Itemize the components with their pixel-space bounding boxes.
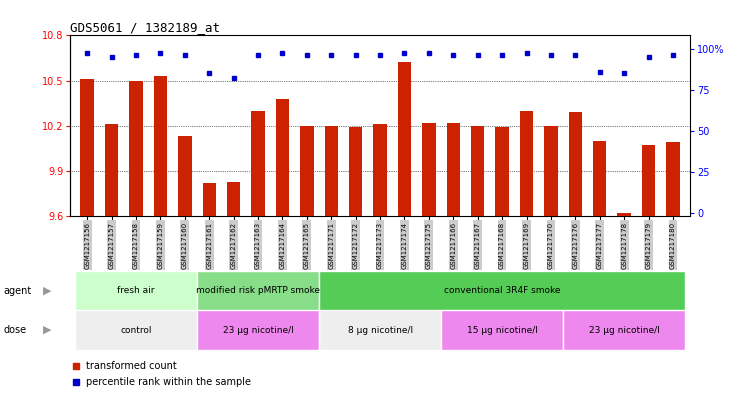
Bar <box>666 142 680 216</box>
Bar <box>197 310 319 350</box>
Text: control: control <box>120 326 152 334</box>
Bar <box>178 136 192 216</box>
Text: transformed count: transformed count <box>86 361 176 371</box>
Bar <box>300 126 314 216</box>
Text: 8 μg nicotine/l: 8 μg nicotine/l <box>348 326 413 334</box>
Bar <box>227 182 241 216</box>
Text: ▶: ▶ <box>43 286 52 296</box>
Text: agent: agent <box>4 286 32 296</box>
Text: percentile rank within the sample: percentile rank within the sample <box>86 377 251 387</box>
Bar <box>197 271 319 310</box>
Text: 15 μg nicotine/l: 15 μg nicotine/l <box>466 326 537 334</box>
Text: fresh air: fresh air <box>117 286 155 295</box>
Text: conventional 3R4F smoke: conventional 3R4F smoke <box>444 286 560 295</box>
Bar <box>129 81 142 216</box>
Bar <box>349 127 362 216</box>
Bar <box>446 123 460 216</box>
Text: 23 μg nicotine/l: 23 μg nicotine/l <box>223 326 294 334</box>
Bar <box>319 271 685 310</box>
Bar <box>544 126 558 216</box>
Text: GDS5061 / 1382189_at: GDS5061 / 1382189_at <box>70 21 220 34</box>
Bar <box>593 141 607 216</box>
Bar <box>325 126 338 216</box>
Bar <box>495 127 508 216</box>
Bar <box>563 310 685 350</box>
Bar <box>398 62 411 216</box>
Text: ▶: ▶ <box>43 325 52 335</box>
Bar <box>642 145 655 216</box>
Bar <box>105 124 118 216</box>
Text: 23 μg nicotine/l: 23 μg nicotine/l <box>589 326 660 334</box>
Bar <box>252 111 265 216</box>
Bar <box>618 213 631 216</box>
Bar <box>568 112 582 216</box>
Bar <box>154 76 167 216</box>
Bar <box>202 183 216 216</box>
Bar <box>276 99 289 216</box>
Bar <box>471 126 484 216</box>
Text: dose: dose <box>4 325 27 335</box>
Bar <box>75 271 197 310</box>
Bar <box>422 123 435 216</box>
Bar <box>441 310 563 350</box>
Bar <box>520 111 534 216</box>
Bar <box>80 79 94 216</box>
Bar <box>373 124 387 216</box>
Bar <box>319 310 441 350</box>
Text: modified risk pMRTP smoke: modified risk pMRTP smoke <box>196 286 320 295</box>
Bar <box>75 310 197 350</box>
